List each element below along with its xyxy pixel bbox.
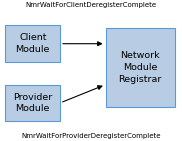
Text: NmrWaitForClientDeregisterComplete: NmrWaitForClientDeregisterComplete <box>25 2 157 8</box>
FancyBboxPatch shape <box>5 25 60 62</box>
Text: Provider
Module: Provider Module <box>13 92 52 113</box>
Text: NmrWaitForProviderDeregisterComplete: NmrWaitForProviderDeregisterComplete <box>21 133 161 139</box>
FancyBboxPatch shape <box>5 85 60 121</box>
FancyBboxPatch shape <box>106 28 175 107</box>
Text: Client
Module: Client Module <box>16 33 50 54</box>
Text: Network
Module
Registrar: Network Module Registrar <box>118 51 162 84</box>
